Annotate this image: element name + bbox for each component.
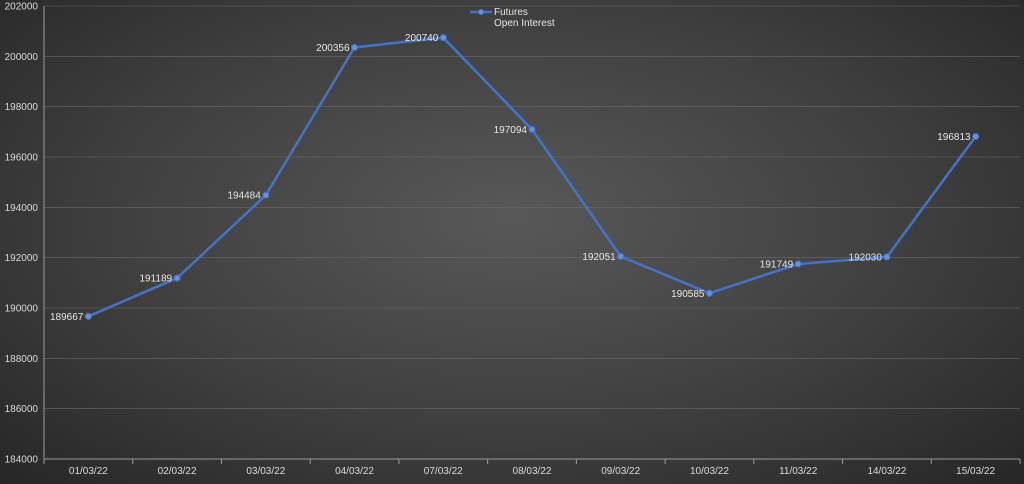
data-point <box>528 125 536 134</box>
data-point <box>705 289 714 297</box>
series-layer <box>84 34 980 320</box>
data-label: 197094 <box>494 125 528 136</box>
y-axis-tick-labels: 184000 186000 188000 190000 192000 194000 1960… <box>5 2 39 466</box>
y-tick-label: 188000 <box>5 354 39 365</box>
data-point <box>883 253 891 261</box>
data-label: 200356 <box>316 43 350 54</box>
y-tick-label: 196000 <box>5 153 39 164</box>
data-label: 196813 <box>937 132 971 143</box>
data-label: 192030 <box>849 252 883 263</box>
y-tick-label: 202000 <box>5 2 39 13</box>
data-point <box>972 132 980 141</box>
x-tick-label: 15/03/22 <box>956 466 995 477</box>
x-tick-label: 10/03/22 <box>690 466 729 477</box>
data-point <box>439 34 447 42</box>
x-tick-label: 01/03/22 <box>69 466 108 477</box>
data-point <box>617 252 625 260</box>
data-labels: 189667 191189 194484 200356 200740 197094 1920… <box>50 33 971 323</box>
data-label: 190585 <box>671 289 705 300</box>
y-tick-label: 192000 <box>5 253 39 264</box>
legend-marker-swatch <box>478 9 484 15</box>
x-tick-label: 02/03/22 <box>158 466 197 477</box>
data-label: 194484 <box>227 191 261 202</box>
y-tick-label: 194000 <box>5 203 39 214</box>
data-point <box>262 191 270 199</box>
legend-label-line-1: Futures <box>494 7 528 18</box>
legend: Futures Open Interest <box>470 7 555 29</box>
x-tick-label: 09/03/22 <box>601 466 640 477</box>
data-point <box>794 260 802 268</box>
x-tick-label: 08/03/22 <box>513 466 552 477</box>
data-label: 200740 <box>405 33 439 44</box>
y-tick-label: 198000 <box>5 102 39 113</box>
x-tick-label: 03/03/22 <box>246 466 285 477</box>
y-tick-label: 184000 <box>5 455 39 466</box>
data-label: 192051 <box>582 252 616 263</box>
x-axis-tick-labels: 01/03/22 02/03/22 03/03/22 04/03/22 07/03/22… <box>69 466 996 477</box>
y-tick-label: 200000 <box>5 52 39 63</box>
axes <box>43 6 1021 464</box>
data-label: 191189 <box>139 274 172 285</box>
x-tick-label: 14/03/22 <box>867 466 906 477</box>
data-point <box>84 312 92 320</box>
x-tick-label: 04/03/22 <box>335 466 374 477</box>
series-line <box>87 36 977 318</box>
x-tick-label: 07/03/22 <box>424 466 463 477</box>
data-point <box>173 274 181 282</box>
y-tick-label: 186000 <box>5 404 39 415</box>
gridlines <box>44 5 1020 409</box>
data-label: 189667 <box>50 312 84 323</box>
y-tick-label: 190000 <box>5 304 39 315</box>
x-tick-label: 11/03/22 <box>779 466 818 477</box>
data-label: 191749 <box>760 259 794 270</box>
data-point <box>350 43 359 51</box>
legend-label-line-2: Open Interest <box>494 18 555 29</box>
